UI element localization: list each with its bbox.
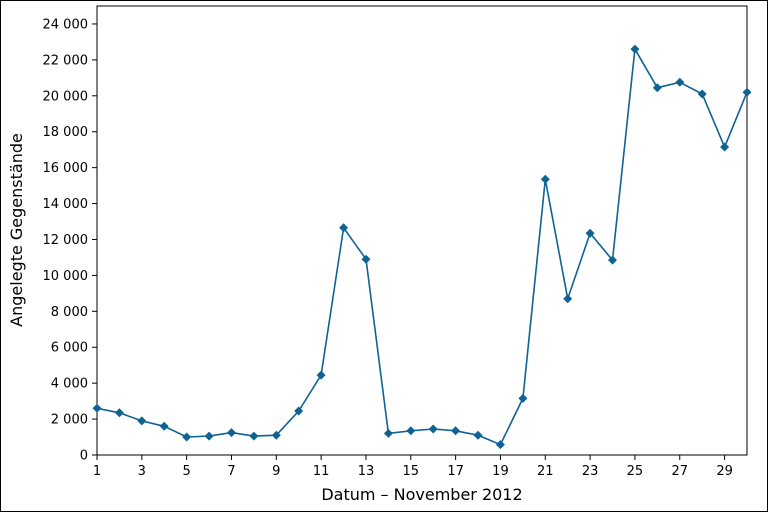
y-tick-label: 8 000 xyxy=(51,305,88,320)
x-tick-label: 17 xyxy=(447,464,464,479)
x-tick-label: 7 xyxy=(227,464,235,479)
data-point-marker xyxy=(249,431,259,441)
y-tick-label: 4 000 xyxy=(51,377,88,392)
y-tick-label: 2 000 xyxy=(51,413,88,428)
data-point-marker xyxy=(114,408,124,418)
y-tick-label: 14 000 xyxy=(43,197,89,212)
data-point-marker xyxy=(540,174,550,184)
data-point-marker xyxy=(697,89,707,99)
x-tick-label: 19 xyxy=(492,464,509,479)
data-point-marker xyxy=(383,428,393,438)
data-point-marker xyxy=(159,421,169,431)
y-tick-label: 20 000 xyxy=(43,89,89,104)
data-point-marker xyxy=(495,440,505,450)
data-point-marker xyxy=(227,428,236,438)
data-point-marker xyxy=(720,142,730,152)
data-point-marker xyxy=(137,416,147,426)
data-point-marker xyxy=(428,424,438,434)
x-tick-label: 11 xyxy=(313,464,330,479)
data-point-marker xyxy=(316,370,326,380)
y-tick-label: 22 000 xyxy=(43,53,89,68)
y-tick-label: 24 000 xyxy=(43,17,89,32)
y-tick-label: 18 000 xyxy=(43,125,89,140)
data-point-marker xyxy=(361,254,371,264)
data-point-marker xyxy=(182,432,192,442)
data-point-marker xyxy=(630,44,640,54)
data-point-marker xyxy=(92,403,102,413)
data-point-marker xyxy=(563,294,573,304)
x-tick-label: 13 xyxy=(358,464,375,479)
y-tick-label: 6 000 xyxy=(51,341,88,356)
data-point-marker xyxy=(339,223,349,233)
data-point-marker xyxy=(271,430,281,440)
x-axis-title: Datum – November 2012 xyxy=(321,485,522,504)
x-tick-label: 21 xyxy=(537,464,554,479)
x-tick-label: 9 xyxy=(272,464,280,479)
data-point-marker xyxy=(204,431,214,441)
y-tick-label: 10 000 xyxy=(43,269,89,284)
data-point-marker xyxy=(652,83,662,93)
x-tick-label: 5 xyxy=(183,464,191,479)
x-tick-label: 25 xyxy=(627,464,644,479)
x-tick-label: 15 xyxy=(403,464,420,479)
y-axis-ticks: 0 2 000 4 000 6 000 8 000 10 000 12 000 14 000 1… xyxy=(43,17,97,464)
data-point-marker xyxy=(675,77,685,87)
data-point-marker xyxy=(518,393,528,403)
y-axis-title: Angelegte Gegenstände xyxy=(7,133,26,327)
x-axis-ticks: 1 3 5 7 9 11 13 15 17 19 21 23 25 27 29 xyxy=(93,455,733,479)
y-tick-label: 12 000 xyxy=(43,233,89,248)
x-tick-label: 29 xyxy=(716,464,733,479)
data-point-marker xyxy=(742,87,752,97)
data-point-marker xyxy=(585,228,595,238)
data-point-marker xyxy=(473,430,483,440)
data-point-marker xyxy=(451,426,461,436)
data-point-marker xyxy=(294,406,304,416)
series-markers xyxy=(92,44,752,450)
data-point-marker xyxy=(608,255,617,265)
x-tick-label: 27 xyxy=(671,464,688,479)
y-tick-label: 0 xyxy=(80,449,88,464)
y-tick-label: 16 000 xyxy=(43,161,89,176)
x-tick-label: 3 xyxy=(138,464,146,479)
plot-area xyxy=(96,5,748,456)
x-tick-label: 1 xyxy=(93,464,101,479)
data-point-marker xyxy=(406,426,416,436)
x-tick-label: 23 xyxy=(582,464,599,479)
